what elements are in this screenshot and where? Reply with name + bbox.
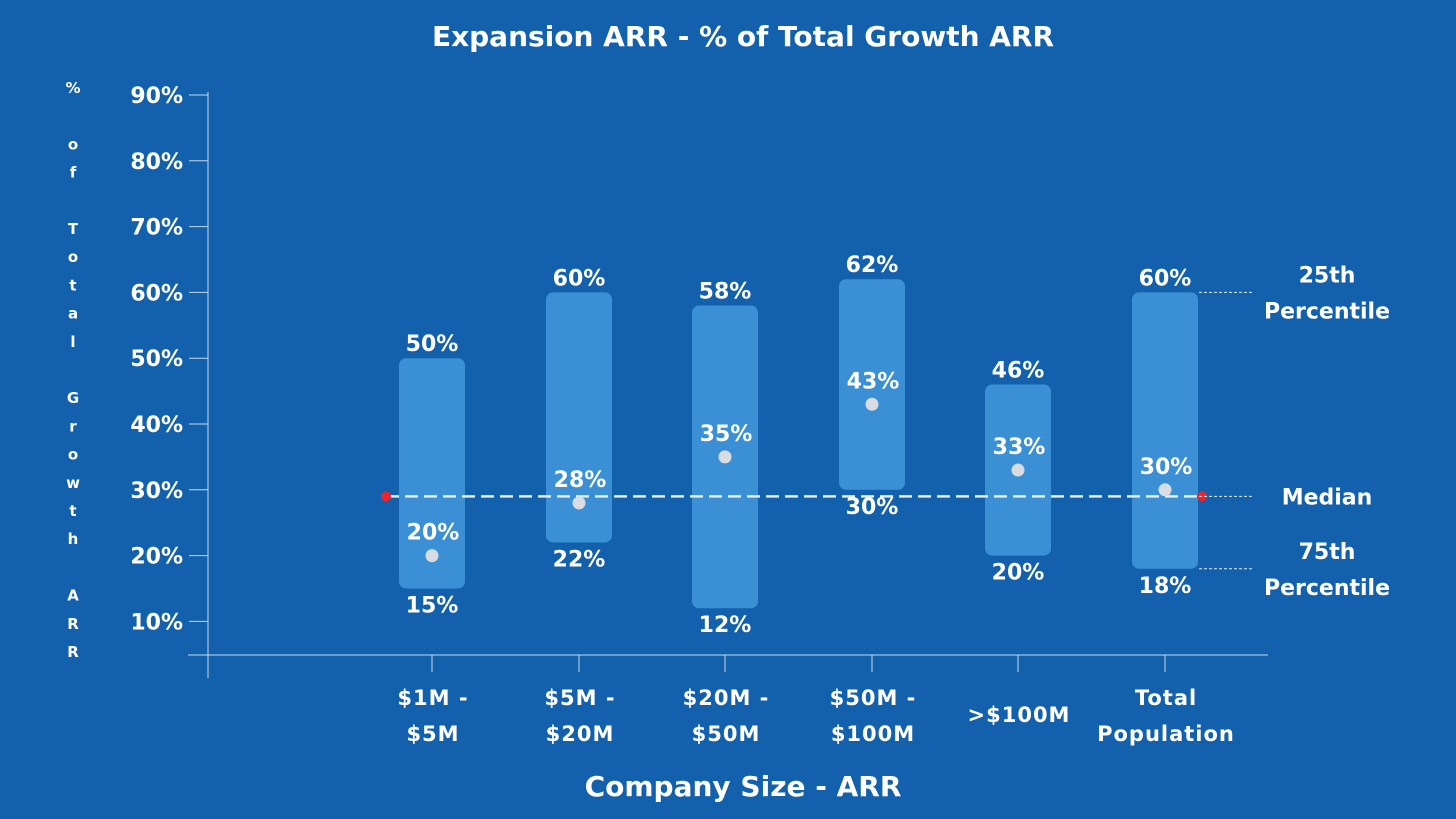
y-axis-title-char: w bbox=[66, 474, 80, 492]
x-category-label: >$100M bbox=[968, 703, 1071, 727]
top-value-label: 50% bbox=[406, 332, 459, 357]
x-category-label: Population bbox=[1097, 722, 1235, 746]
range-bar bbox=[839, 279, 905, 490]
median-dot bbox=[865, 397, 879, 411]
data-labels: 50% 15% 20% 60% 22% 28% 58% 12% 35% 62% 30% 43% 46% 2… bbox=[406, 253, 1193, 638]
legend-label: Percentile bbox=[1264, 576, 1390, 601]
reference-endpoint-left bbox=[381, 491, 391, 502]
x-category-label: $20M - bbox=[683, 686, 770, 710]
median-reference-line bbox=[381, 491, 1207, 502]
y-axis-title-char: f bbox=[70, 164, 77, 182]
y-axis-title-char: R bbox=[67, 615, 79, 633]
x-category-label: $50M bbox=[692, 722, 761, 746]
median-dot bbox=[1158, 483, 1172, 497]
y-axis-title-char: h bbox=[68, 530, 79, 548]
median-dot bbox=[572, 496, 586, 510]
y-tick-label: 30% bbox=[130, 479, 183, 504]
median-dots bbox=[425, 397, 1172, 563]
top-value-label: 58% bbox=[699, 280, 752, 305]
y-axis-title-char: A bbox=[67, 587, 79, 605]
y-axis-title-char: l bbox=[70, 333, 75, 351]
x-category-label: $100M bbox=[831, 722, 915, 746]
y-tick-label: 40% bbox=[130, 413, 183, 438]
y-axis-title-char: t bbox=[69, 276, 76, 294]
y-axis-title-char: R bbox=[67, 643, 79, 661]
y-axis-title-char: T bbox=[68, 220, 79, 238]
median-dot bbox=[1011, 463, 1025, 477]
legend-label: Percentile bbox=[1264, 299, 1390, 324]
y-axis-title-char: o bbox=[68, 248, 78, 266]
x-category-label: $5M - bbox=[544, 686, 615, 710]
range-bar bbox=[546, 292, 612, 543]
median-dot bbox=[718, 450, 732, 464]
bottom-value-label: 15% bbox=[406, 594, 459, 619]
x-axis-title: Company Size - ARR bbox=[585, 770, 902, 803]
legend-label: 75th bbox=[1299, 540, 1356, 565]
y-axis-title-char: % bbox=[65, 79, 80, 97]
median-value-label: 35% bbox=[700, 422, 753, 447]
x-category-label: $1M - bbox=[397, 686, 468, 710]
bottom-value-label: 18% bbox=[1139, 574, 1192, 599]
bottom-value-label: 30% bbox=[846, 495, 899, 520]
median-value-label: 33% bbox=[993, 435, 1046, 460]
y-tick-label: 70% bbox=[130, 216, 183, 241]
x-category-label: Total bbox=[1135, 686, 1197, 710]
x-category-label: $5M bbox=[406, 722, 459, 746]
y-tick-label: 10% bbox=[130, 610, 183, 635]
y-tick-label: 80% bbox=[130, 150, 183, 175]
bottom-value-label: 12% bbox=[699, 613, 752, 638]
chart-title: Expansion ARR - % of Total Growth ARR bbox=[432, 20, 1054, 53]
y-tick-label: 50% bbox=[130, 347, 183, 372]
median-value-label: 28% bbox=[554, 468, 607, 493]
percentile-legend: 25th Percentile Median 75th Percentile bbox=[1199, 263, 1390, 601]
median-value-label: 20% bbox=[407, 521, 460, 546]
legend-label: Median bbox=[1282, 485, 1373, 510]
x-category-label: $50M - bbox=[830, 686, 917, 710]
top-value-label: 60% bbox=[1139, 266, 1192, 291]
y-tick-label: 90% bbox=[130, 84, 183, 109]
y-axis-title-char: r bbox=[69, 417, 77, 435]
top-value-label: 46% bbox=[992, 359, 1045, 384]
top-value-label: 60% bbox=[553, 266, 606, 291]
y-axis-title-char: o bbox=[68, 135, 78, 153]
bottom-value-label: 20% bbox=[992, 561, 1045, 586]
y-axis-title-char: G bbox=[67, 389, 79, 407]
y-axis-title-char: t bbox=[69, 502, 76, 520]
range-bar bbox=[399, 358, 465, 589]
range-bar bbox=[1132, 292, 1198, 569]
y-tick-label: 60% bbox=[130, 281, 183, 306]
median-value-label: 43% bbox=[847, 369, 900, 394]
legend-label: 25th bbox=[1299, 263, 1356, 288]
median-dot bbox=[425, 549, 439, 563]
y-tick-label: 20% bbox=[130, 545, 183, 570]
y-axis-title-char: a bbox=[68, 305, 78, 323]
y-axis-title-char: o bbox=[68, 446, 78, 464]
range-bars bbox=[399, 279, 1198, 609]
bottom-value-label: 22% bbox=[553, 547, 606, 572]
median-value-label: 30% bbox=[1140, 455, 1193, 480]
y-axis-ticks: 10% 20% 30% 40% 50% 60% 70% 80% 90% bbox=[130, 84, 208, 635]
x-axis-categories: $1M - $5M $5M - $20M $20M - $50M $50M - $100M >$… bbox=[397, 655, 1234, 746]
x-category-label: $20M bbox=[546, 722, 615, 746]
axes bbox=[188, 92, 1268, 678]
top-value-label: 62% bbox=[846, 253, 899, 278]
